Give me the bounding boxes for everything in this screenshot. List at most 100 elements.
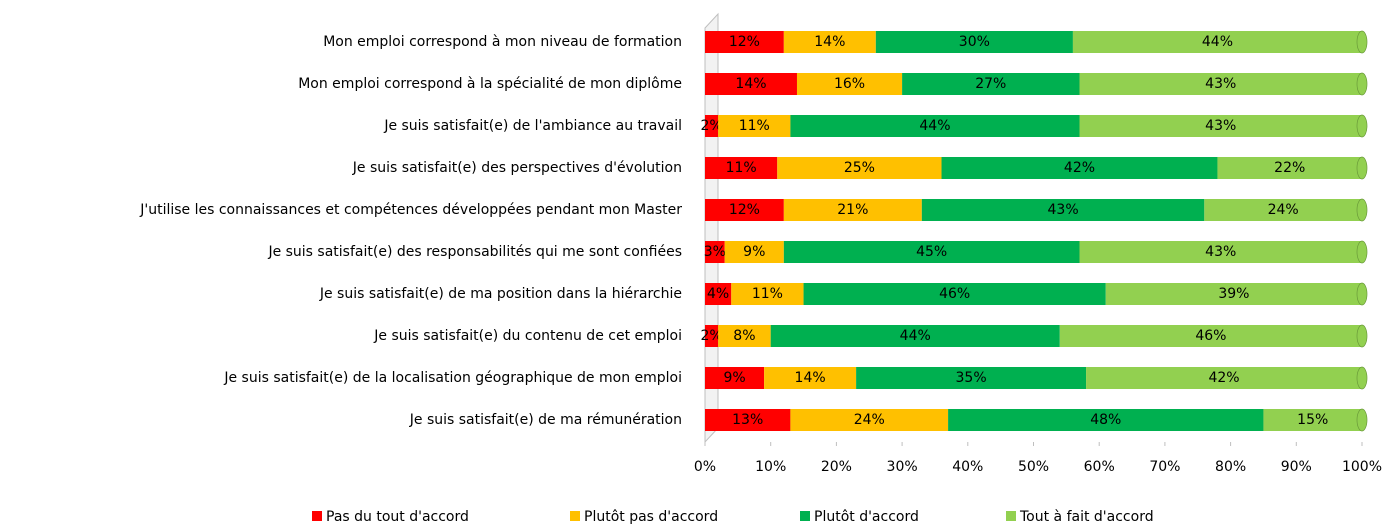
legend-label: Pas du tout d'accord [326, 509, 469, 525]
value-label: 44% [1202, 34, 1233, 50]
category-label: Je suis satisfait(e) de ma rémunération [409, 412, 682, 428]
x-tick-label: 80% [1215, 459, 1246, 475]
value-label: 48% [1090, 412, 1121, 428]
bar-end [1356, 114, 1368, 138]
bar-segment [705, 73, 797, 95]
bar-segment [705, 409, 791, 431]
legend-swatch [570, 511, 580, 521]
legend-swatch [312, 511, 322, 521]
bar-segment [921, 199, 1205, 221]
bar-segment [718, 325, 771, 347]
bar-end [1356, 156, 1368, 180]
bar-segment [1072, 31, 1362, 53]
x-tick-label: 50% [1018, 459, 1049, 475]
value-label: 3% [704, 244, 726, 260]
bar-segment [902, 73, 1080, 95]
bar-segment [705, 241, 725, 263]
bar-end [1356, 30, 1368, 54]
bar-segment [705, 283, 732, 305]
value-label: 43% [1205, 76, 1236, 92]
bar-end [1356, 72, 1368, 96]
bar-segment [705, 367, 765, 389]
bar-segment [790, 409, 949, 431]
bar-segment [705, 325, 719, 347]
category-label: Mon emploi correspond à mon niveau de fo… [323, 34, 682, 50]
legend-swatch [800, 511, 810, 521]
bar-segment [777, 157, 942, 179]
category-label: Je suis satisfait(e) de la localisation … [223, 370, 682, 386]
bar-end [1356, 240, 1368, 264]
legend-label: Plutôt d'accord [814, 509, 919, 525]
bar-segment [705, 115, 719, 137]
category-label: Je suis satisfait(e) de ma position dans… [319, 286, 682, 302]
value-label: 12% [729, 34, 760, 50]
value-label: 9% [743, 244, 765, 260]
value-label: 13% [732, 412, 763, 428]
value-label: 27% [975, 76, 1006, 92]
bar-segment [1204, 199, 1362, 221]
category-label: Je suis satisfait(e) des responsabilités… [267, 244, 682, 260]
bar-segment [1105, 283, 1362, 305]
value-label: 2% [700, 118, 722, 134]
value-label: 43% [1205, 118, 1236, 134]
value-label: 35% [956, 370, 987, 386]
bar-segment [783, 31, 876, 53]
bar-segment [875, 31, 1073, 53]
bar-segment [724, 241, 784, 263]
value-label: 46% [1195, 328, 1226, 344]
x-tick-label: 40% [952, 459, 983, 475]
bar-segment [1079, 115, 1362, 137]
bar-end [1356, 366, 1368, 390]
bar-segment [783, 241, 1080, 263]
bar-segment [1079, 241, 1362, 263]
value-label: 39% [1218, 286, 1249, 302]
value-label: 24% [1268, 202, 1299, 218]
bar-segment [731, 283, 804, 305]
x-tick-label: 0% [694, 459, 716, 475]
bar-segment [1059, 325, 1362, 347]
value-label: 9% [723, 370, 745, 386]
value-label: 45% [916, 244, 947, 260]
x-tick-label: 100% [1342, 459, 1382, 475]
value-label: 14% [814, 34, 845, 50]
value-label: 42% [1208, 370, 1239, 386]
value-label: 15% [1297, 412, 1328, 428]
bar-end [1356, 408, 1368, 432]
value-label: 44% [919, 118, 950, 134]
bar-segment [1086, 367, 1362, 389]
bar-segment [941, 157, 1218, 179]
bar-segment [1217, 157, 1362, 179]
bar-segment [803, 283, 1106, 305]
value-label: 14% [795, 370, 826, 386]
value-label: 21% [837, 202, 868, 218]
bar-end [1356, 324, 1368, 348]
value-label: 44% [900, 328, 931, 344]
bar-segment [790, 115, 1080, 137]
value-label: 22% [1274, 160, 1305, 176]
bar-segment [796, 73, 903, 95]
legend-swatch [1006, 511, 1016, 521]
legend-label: Plutôt pas d'accord [584, 509, 718, 525]
bar-segment [705, 31, 784, 53]
bar-segment [1263, 409, 1362, 431]
value-label: 25% [844, 160, 875, 176]
bar-segment [764, 367, 857, 389]
category-label: Je suis satisfait(e) des perspectives d'… [352, 160, 682, 176]
x-tick-label: 30% [887, 459, 918, 475]
value-label: 42% [1064, 160, 1095, 176]
category-label: Je suis satisfait(e) de l'ambiance au tr… [383, 118, 682, 134]
value-label: 4% [707, 286, 729, 302]
bar-segment [770, 325, 1060, 347]
x-tick-label: 20% [821, 459, 852, 475]
value-label: 14% [735, 76, 766, 92]
category-label: Mon emploi correspond à la spécialité de… [298, 76, 682, 92]
x-tick-label: 10% [755, 459, 786, 475]
bar-segment [705, 199, 784, 221]
value-label: 30% [959, 34, 990, 50]
category-label: Je suis satisfait(e) du contenu de cet e… [373, 328, 682, 344]
value-label: 43% [1205, 244, 1236, 260]
bar-segment [718, 115, 791, 137]
x-tick-label: 90% [1281, 459, 1312, 475]
bar-segment [783, 199, 922, 221]
